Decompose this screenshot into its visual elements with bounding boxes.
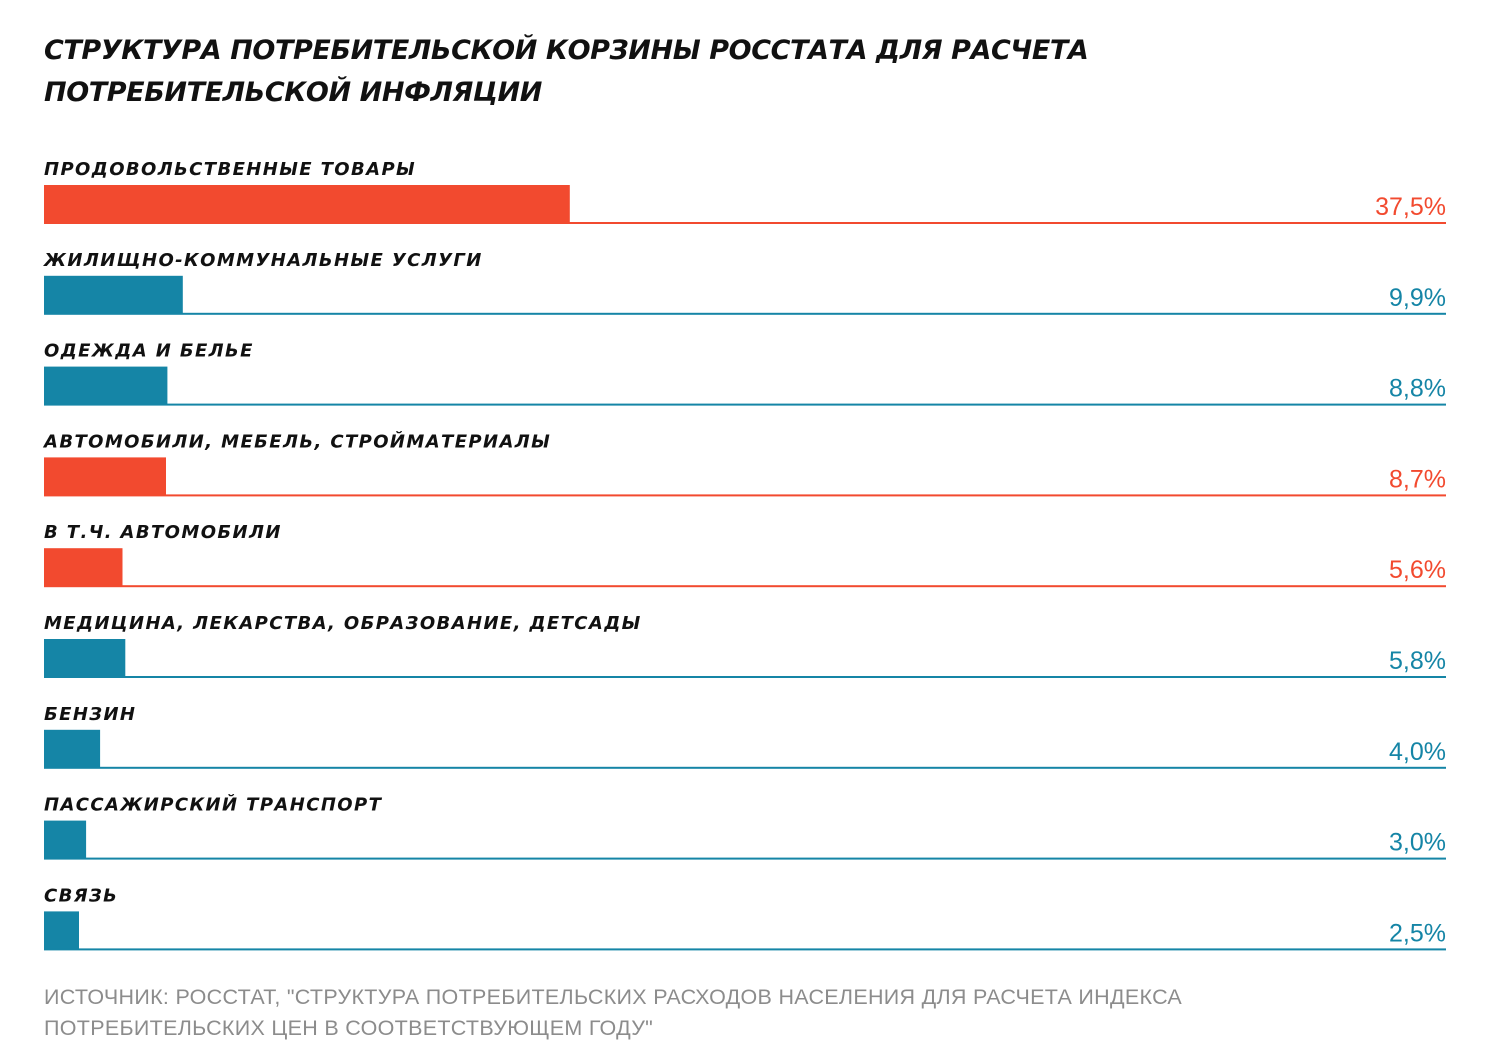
bar-baseline [44,585,1446,588]
bar [44,366,168,405]
bar [44,820,87,859]
source-line-2: ПОТРЕБИТЕЛЬСКИХ ЦЕН В СООТВЕТСТВУЮЩЕМ ГО… [44,1016,654,1040]
bar-row: БЕНЗИН 4,0% [44,704,1446,769]
category-label: ПРОДОВОЛЬСТВЕННЫЕ ТОВАРЫ [44,159,416,180]
category-label: БЕНЗИН [44,704,136,725]
value-label: 2,5% [1389,919,1446,947]
chart-title-line-1: СТРУКТУРА ПОТРЕБИТЕЛЬСКОЙ КОРЗИНЫ РОССТА… [44,35,1089,66]
bar-baseline [44,494,1446,497]
category-label: ОДЕЖДА И БЕЛЬЕ [44,341,254,362]
bar-row: ОДЕЖДА И БЕЛЬЕ 8,8% [44,341,1446,406]
bar [44,911,79,950]
value-label: 3,0% [1389,829,1446,857]
bar-row: АВТОМОБИЛИ, МЕБЕЛЬ, СТРОЙМАТЕРИАЛЫ 8,7% [42,430,1446,497]
bar [44,457,166,496]
bar-baseline [44,857,1446,860]
category-label: АВТОМОБИЛИ, МЕБЕЛЬ, СТРОЙМАТЕРИАЛЫ [42,430,551,452]
bar-row: ПРОДОВОЛЬСТВЕННЫЕ ТОВАРЫ 37,5% [44,159,1446,224]
value-label: 9,9% [1389,284,1446,312]
bar-baseline [44,222,1446,224]
bar-baseline [44,948,1446,951]
value-label: 37,5% [1375,193,1446,221]
bar-row: МЕДИЦИНА, ЛЕКАРСТВА, ОБРАЗОВАНИЕ, ДЕТСАД… [44,613,1446,678]
bar [44,548,123,587]
bar [44,639,126,677]
bar-baseline [44,403,1446,406]
bar-row: ЖИЛИЩНО-КОММУНАЛЬНЫЕ УСЛУГИ 9,9% [42,250,1446,315]
bar-row: В Т.Ч. АВТОМОБИЛИ 5,6% [44,522,1446,588]
bar [44,275,183,314]
bar-baseline [44,312,1446,315]
bar-baseline [44,766,1446,769]
category-label: МЕДИЦИНА, ЛЕКАРСТВА, ОБРАЗОВАНИЕ, ДЕТСАД… [44,613,642,634]
bar [44,729,101,768]
value-label: 8,7% [1389,465,1446,493]
category-label: В Т.Ч. АВТОМОБИЛИ [44,522,282,543]
category-label: ПАССАЖИРСКИЙ ТРАНСПОРТ [44,794,383,816]
bar [44,185,570,223]
value-label: 5,8% [1389,647,1446,675]
source-line-1: ИСТОЧНИК: РОССТАТ, "СТРУКТУРА ПОТРЕБИТЕЛ… [44,985,1183,1009]
value-label: 8,8% [1389,375,1446,403]
chart-title-line-2: ПОТРЕБИТЕЛЬСКОЙ ИНФЛЯЦИИ [44,77,542,108]
bar-baseline [44,676,1446,678]
category-label: СВЯЗЬ [44,885,118,906]
value-label: 5,6% [1389,556,1446,584]
source-note: ИСТОЧНИК: РОССТАТ, "СТРУКТУРА ПОТРЕБИТЕЛ… [44,982,1444,1044]
bar-row: ПАССАЖИРСКИЙ ТРАНСПОРТ 3,0% [44,794,1446,860]
value-label: 4,0% [1389,738,1446,766]
chart-title: СТРУКТУРА ПОТРЕБИТЕЛЬСКОЙ КОРЗИНЫ РОССТА… [44,30,1444,114]
category-label: ЖИЛИЩНО-КОММУНАЛЬНЫЕ УСЛУГИ [42,250,483,271]
bar-row: СВЯЗЬ 2,5% [44,885,1446,951]
